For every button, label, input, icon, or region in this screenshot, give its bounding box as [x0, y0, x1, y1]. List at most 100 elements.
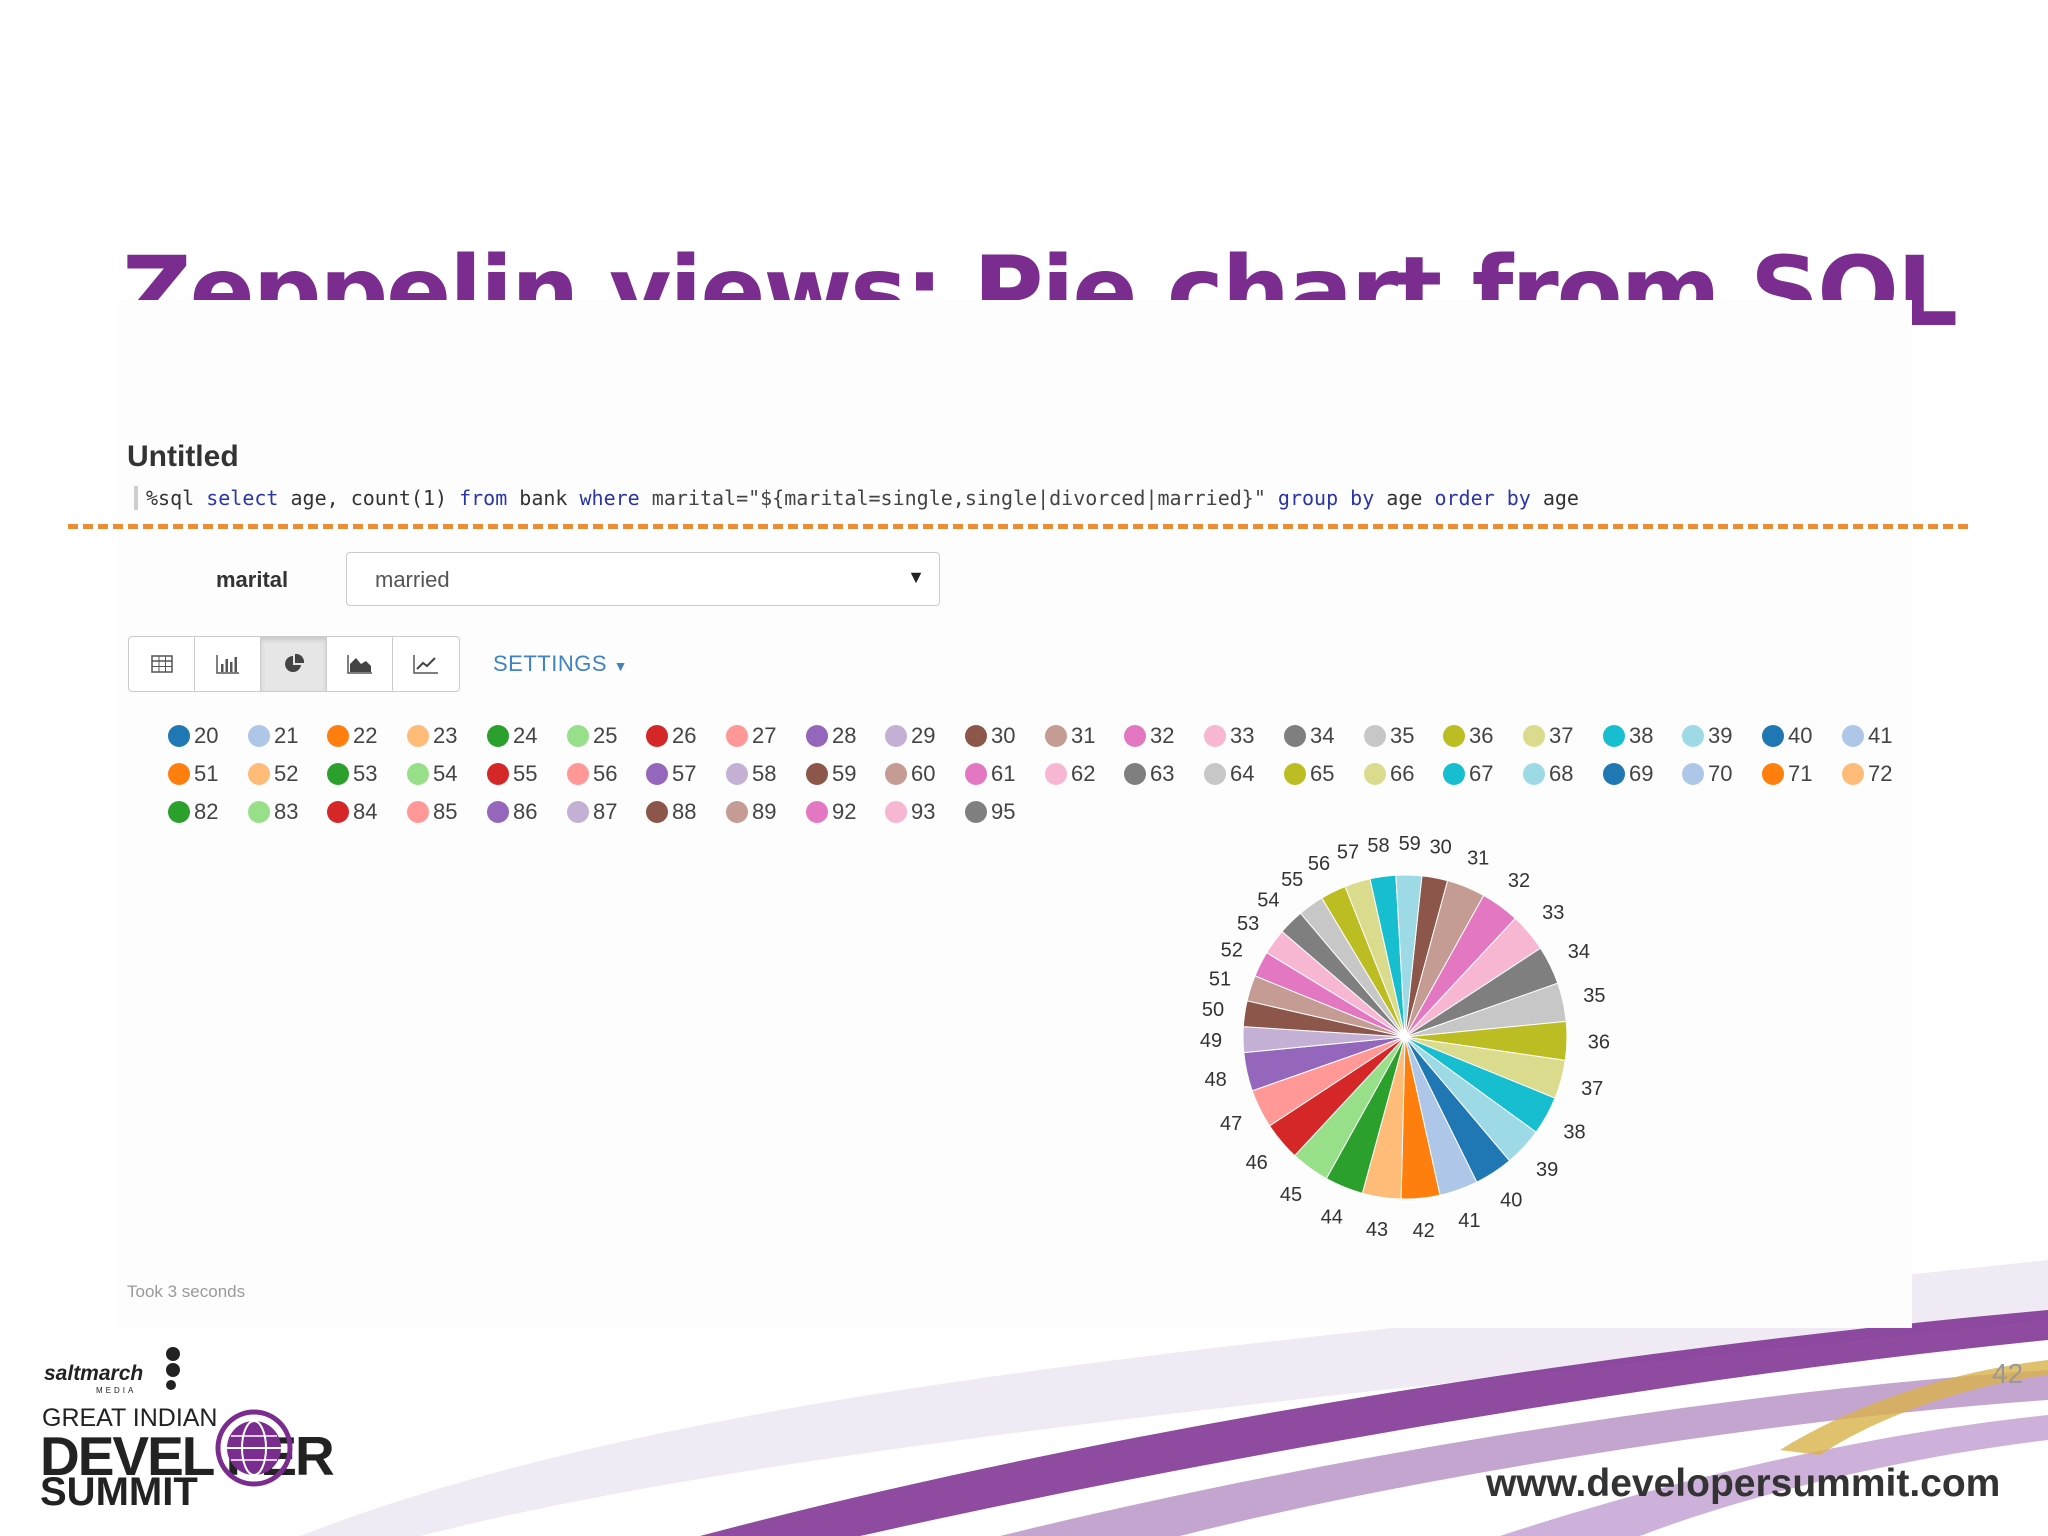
legend-item[interactable]: 25: [567, 722, 617, 750]
legend-swatch: [1762, 725, 1784, 747]
legend-item[interactable]: 27: [726, 722, 776, 750]
pie-slice-label: 43: [1366, 1219, 1388, 1241]
legend-swatch: [965, 763, 987, 785]
legend-item[interactable]: 51: [168, 760, 218, 788]
legend-swatch: [726, 763, 748, 785]
legend-item[interactable]: 89: [726, 798, 776, 826]
legend-label: 64: [1230, 761, 1255, 786]
legend-label: 23: [433, 723, 458, 748]
legend-item[interactable]: 55: [487, 760, 537, 788]
code-keyword: group by: [1277, 486, 1375, 510]
legend-item[interactable]: 56: [567, 760, 617, 788]
legend-label: 54: [433, 761, 458, 786]
legend-item[interactable]: 30: [965, 722, 1015, 750]
legend-item[interactable]: 29: [885, 722, 935, 750]
legend-item[interactable]: 31: [1045, 722, 1095, 750]
legend-item[interactable]: 70: [1682, 760, 1732, 788]
legend-item[interactable]: 85: [407, 798, 457, 826]
legend-item[interactable]: 38: [1603, 722, 1653, 750]
legend-swatch: [1762, 763, 1784, 785]
legend-item[interactable]: 53: [327, 760, 377, 788]
area-chart-view-button[interactable]: [327, 637, 393, 691]
legend-item[interactable]: 71: [1762, 760, 1812, 788]
legend-item[interactable]: 24: [487, 722, 537, 750]
marital-select[interactable]: married ▼: [346, 552, 940, 606]
legend-item[interactable]: 95: [965, 798, 1015, 826]
legend-item[interactable]: 20: [168, 722, 218, 750]
legend-label: 28: [832, 723, 857, 748]
legend-label: 87: [593, 799, 618, 824]
legend-item[interactable]: 32: [1124, 722, 1174, 750]
legend-item[interactable]: 34: [1284, 722, 1334, 750]
legend-item[interactable]: 92: [806, 798, 856, 826]
legend-swatch: [168, 763, 190, 785]
legend-swatch: [487, 725, 509, 747]
legend-item[interactable]: 62: [1045, 760, 1095, 788]
legend-item[interactable]: 52: [248, 760, 298, 788]
code-keyword: order by: [1434, 486, 1531, 510]
pie-slice[interactable]: [1395, 874, 1423, 1038]
caret-down-icon: ▼: [613, 658, 628, 674]
legend-item[interactable]: 26: [646, 722, 696, 750]
legend-label: 85: [433, 799, 458, 824]
legend-swatch: [646, 763, 668, 785]
legend-item[interactable]: 83: [248, 798, 298, 826]
legend-item[interactable]: 82: [168, 798, 218, 826]
settings-dropdown[interactable]: SETTINGS ▼: [493, 651, 628, 677]
legend-item[interactable]: 28: [806, 722, 856, 750]
legend-item[interactable]: 40: [1762, 722, 1812, 750]
legend-item[interactable]: 60: [885, 760, 935, 788]
legend-item[interactable]: 88: [646, 798, 696, 826]
legend-item[interactable]: 37: [1523, 722, 1573, 750]
legend-item[interactable]: 54: [407, 760, 457, 788]
legend-item[interactable]: 69: [1603, 760, 1653, 788]
legend-label: 34: [1310, 723, 1335, 748]
legend-swatch: [726, 801, 748, 823]
legend-label: 62: [1071, 761, 1096, 786]
legend-item[interactable]: 72: [1842, 760, 1892, 788]
legend-item[interactable]: 41: [1842, 722, 1892, 750]
legend-item[interactable]: 22: [327, 722, 377, 750]
legend-item[interactable]: 68: [1523, 760, 1573, 788]
legend-label: 66: [1390, 761, 1415, 786]
legend-item[interactable]: 58: [726, 760, 776, 788]
pie-slice-label: 48: [1204, 1069, 1226, 1091]
legend-item[interactable]: 59: [806, 760, 856, 788]
legend-swatch: [806, 801, 828, 823]
legend-item[interactable]: 63: [1124, 760, 1174, 788]
saltmarch-logo: saltmarch: [44, 1362, 144, 1385]
legend-label: 65: [1310, 761, 1335, 786]
legend-item[interactable]: 21: [248, 722, 298, 750]
legend-item[interactable]: 86: [487, 798, 537, 826]
legend-label: 88: [672, 799, 697, 824]
table-view-button[interactable]: [129, 637, 195, 691]
legend-label: 70: [1708, 761, 1733, 786]
legend-item[interactable]: 93: [885, 798, 935, 826]
legend-label: 89: [752, 799, 777, 824]
legend-item[interactable]: 61: [965, 760, 1015, 788]
legend-label: 29: [911, 723, 936, 748]
legend-swatch: [1204, 763, 1226, 785]
legend-item[interactable]: 84: [327, 798, 377, 826]
legend-item[interactable]: 23: [407, 722, 457, 750]
line-chart-view-button[interactable]: [393, 637, 459, 691]
bar-chart-view-button[interactable]: [195, 637, 261, 691]
paragraph-title[interactable]: Untitled: [127, 440, 239, 473]
legend-item[interactable]: 87: [567, 798, 617, 826]
gids-logo-line3: SUMMIT: [40, 1470, 198, 1514]
pie-chart-view-button[interactable]: [261, 637, 327, 691]
legend-item[interactable]: 39: [1682, 722, 1732, 750]
legend-item[interactable]: 64: [1204, 760, 1254, 788]
legend-item[interactable]: 57: [646, 760, 696, 788]
legend-item[interactable]: 66: [1364, 760, 1414, 788]
legend-item[interactable]: 65: [1284, 760, 1334, 788]
legend-label: 56: [593, 761, 618, 786]
area-chart-icon: [346, 655, 372, 674]
legend-item[interactable]: 35: [1364, 722, 1414, 750]
sql-code-editor[interactable]: %sql select age, count(1) from bank wher…: [134, 486, 1746, 510]
pie-slice-label: 39: [1536, 1159, 1558, 1181]
legend-item[interactable]: 36: [1443, 722, 1493, 750]
legend-item[interactable]: 33: [1204, 722, 1254, 750]
legend-item[interactable]: 67: [1443, 760, 1493, 788]
